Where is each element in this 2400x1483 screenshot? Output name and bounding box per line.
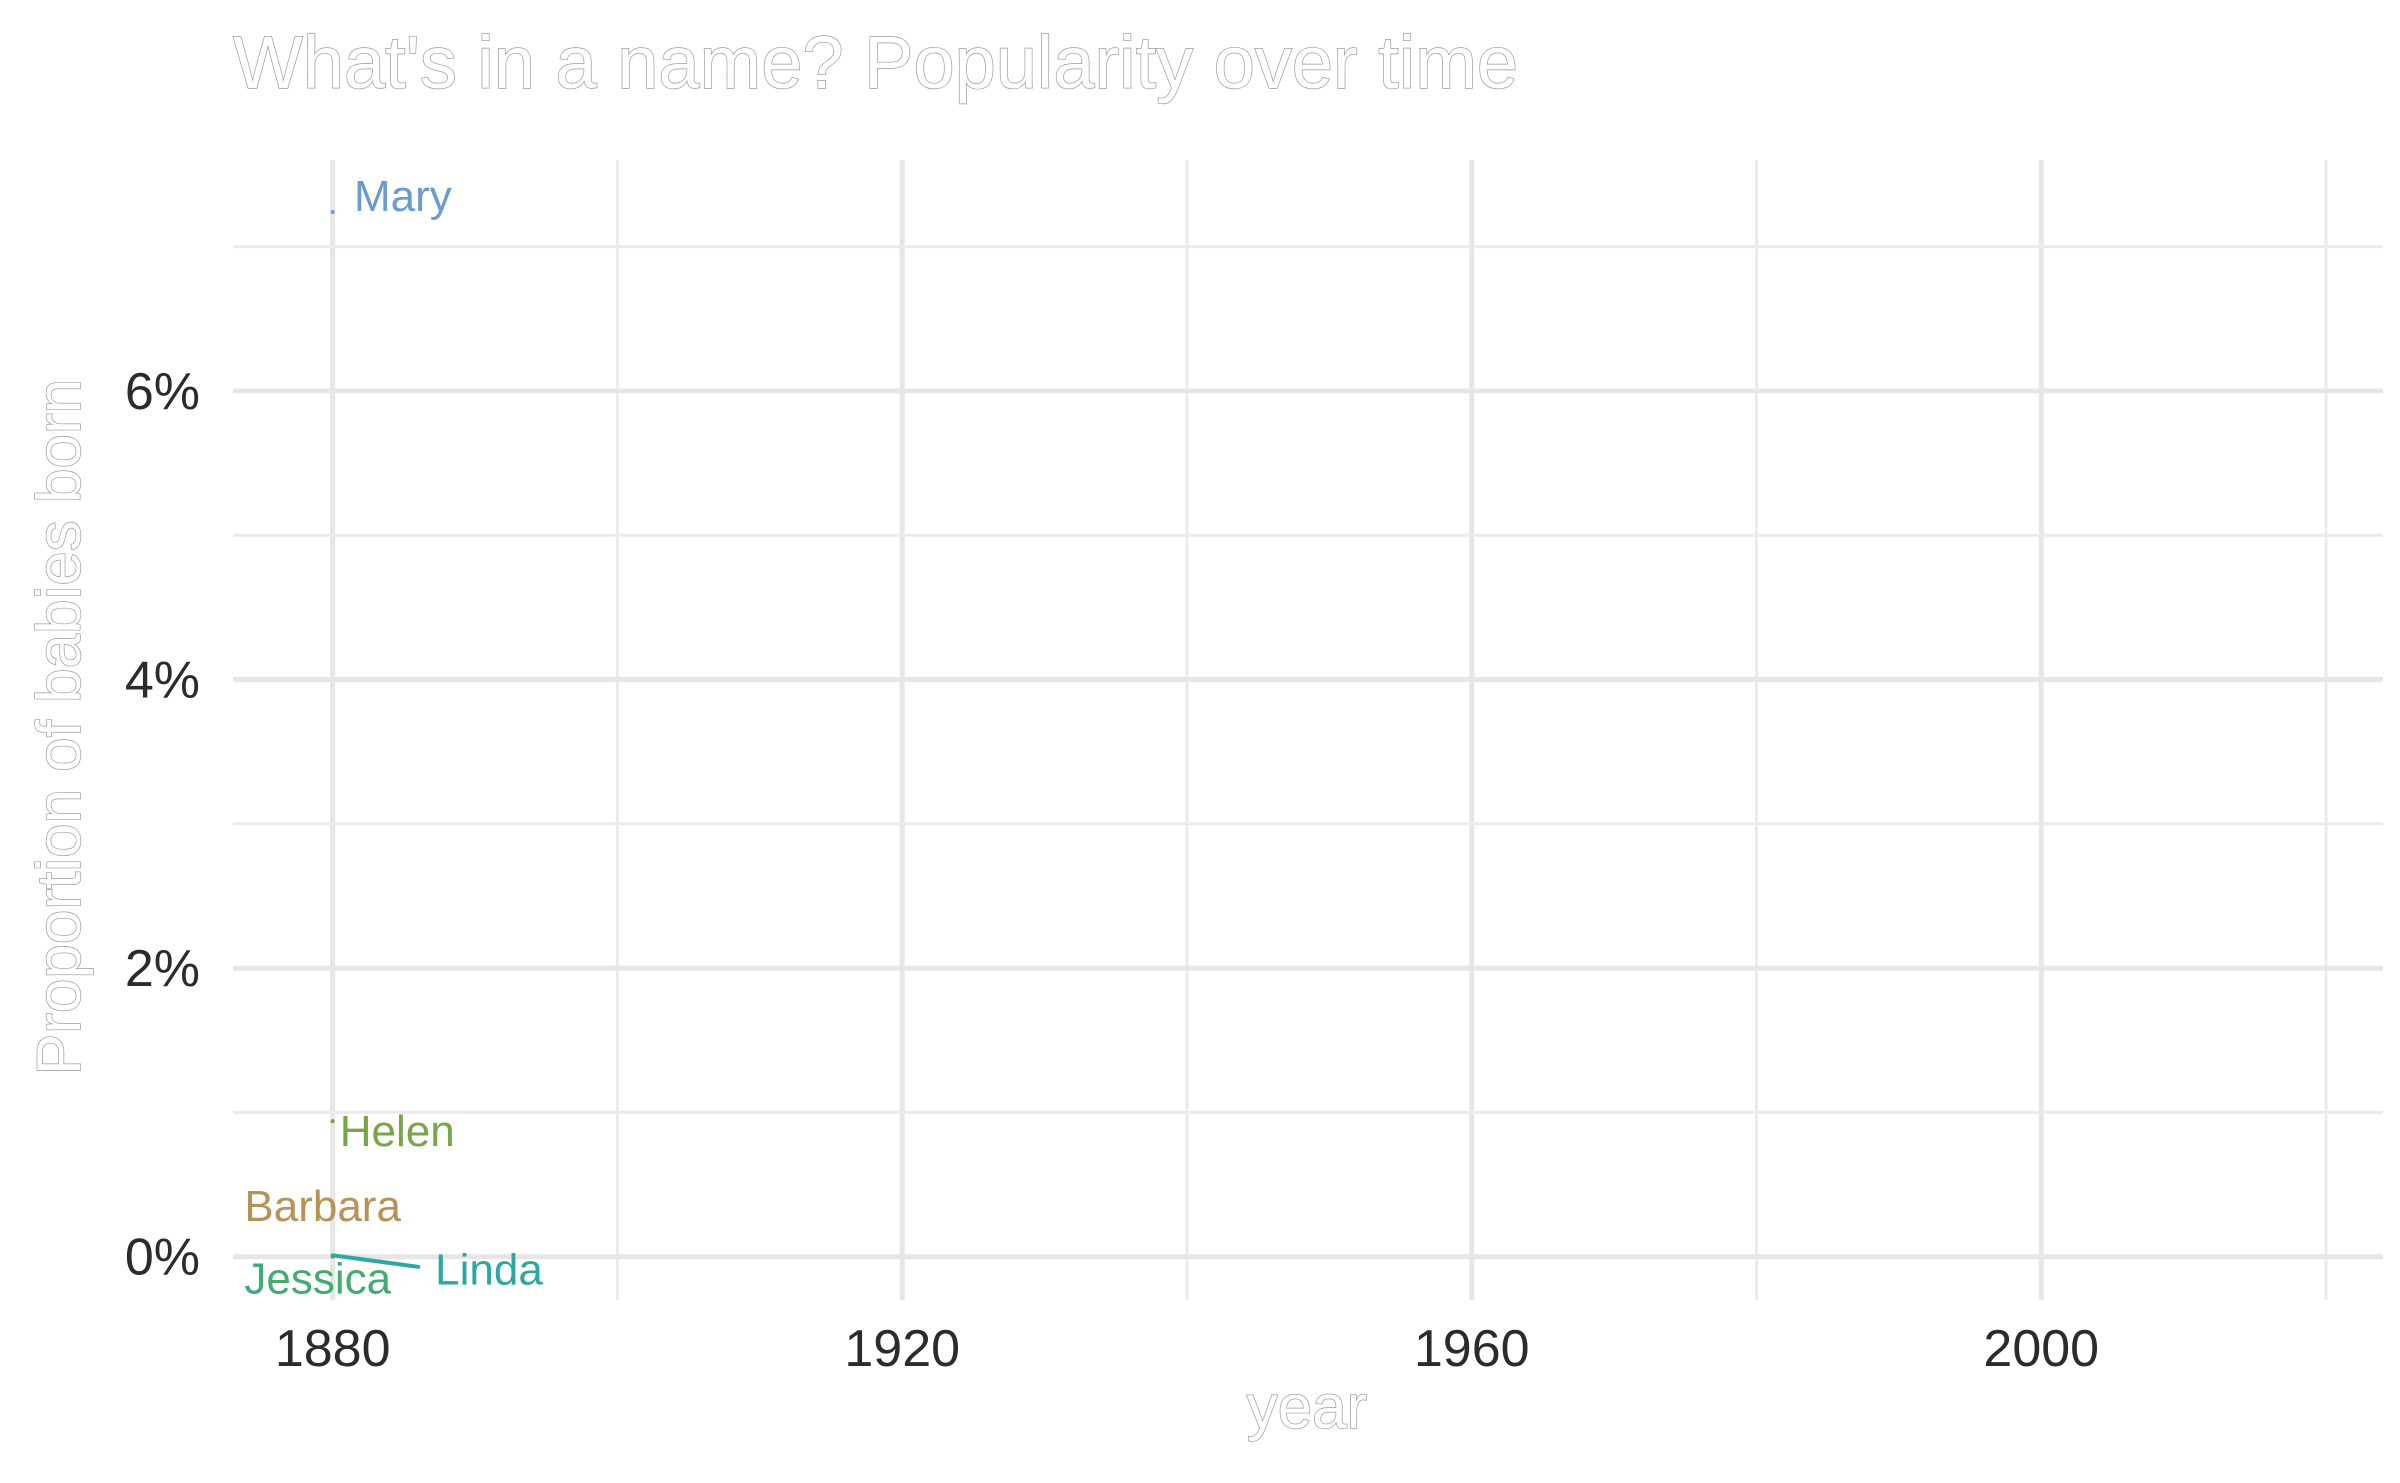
series-label-linda: Linda — [435, 1246, 543, 1295]
x-tick-label: 2000 — [1983, 1320, 2099, 1378]
y-tick-label: 2% — [125, 940, 200, 998]
x-tick-label: 1920 — [844, 1320, 960, 1378]
x-tick-label: 1960 — [1414, 1320, 1530, 1378]
axis-ticks: 1880 1920 1960 2000 0% 2% 4% 6% — [125, 363, 2099, 1378]
series-point-helen — [330, 1119, 335, 1124]
series-point-mary — [330, 209, 335, 214]
series-label-barbara: Barbara — [244, 1182, 401, 1231]
series-label-helen: Helen — [340, 1107, 455, 1156]
chart-title: What's in a name? Popularity over time — [233, 21, 1518, 104]
y-axis-label: Proportion of babies born — [25, 379, 94, 1075]
series-point-jessica — [330, 1254, 335, 1259]
y-tick-label: 4% — [125, 651, 200, 709]
x-tick-label: 1880 — [275, 1320, 391, 1378]
series-label-jessica: Jessica — [244, 1254, 391, 1303]
y-tick-label: 0% — [125, 1229, 200, 1287]
series-labels: Mary Helen Barbara Linda Jessica — [244, 172, 543, 1303]
series-label-mary: Mary — [354, 172, 452, 221]
series-point-barbara — [330, 1204, 335, 1209]
x-axis-label: year — [1247, 1373, 1368, 1442]
series-lines — [330, 209, 421, 1269]
y-tick-label: 6% — [125, 363, 200, 421]
series-line-linda — [330, 1253, 421, 1269]
grid — [233, 160, 2383, 1300]
